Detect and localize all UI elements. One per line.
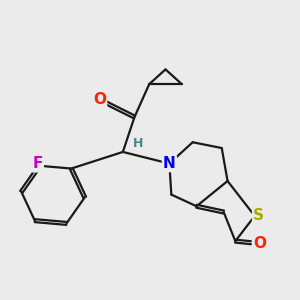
Text: S: S [253,208,264,224]
Text: F: F [32,156,43,171]
Text: H: H [132,137,143,150]
Text: O: O [253,236,266,250]
Text: N: N [163,156,176,171]
Text: O: O [93,92,106,107]
